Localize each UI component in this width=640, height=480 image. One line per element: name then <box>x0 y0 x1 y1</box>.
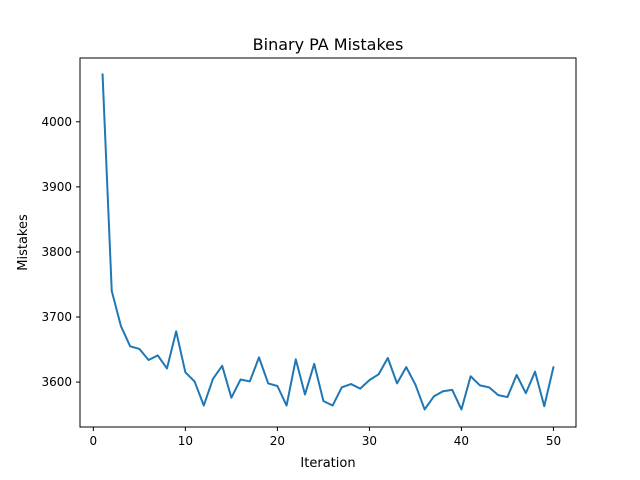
data-point <box>249 380 251 382</box>
y-axis: 3600 3700 3800 3900 4000 <box>41 115 80 389</box>
data-point <box>405 366 407 368</box>
data-point <box>424 408 426 410</box>
data-point <box>148 359 150 361</box>
data-point <box>203 405 205 407</box>
series-line-0 <box>101 73 555 411</box>
data-point <box>451 389 453 391</box>
y-tick-label: 3600 <box>41 375 72 389</box>
data-point <box>258 356 260 358</box>
data-point <box>313 363 315 365</box>
x-tick-label: 30 <box>362 434 377 448</box>
data-point <box>120 325 122 327</box>
data-point <box>470 375 472 377</box>
y-tick-label: 3800 <box>41 245 72 259</box>
data-point <box>332 405 334 407</box>
data-point <box>525 392 527 394</box>
data-point <box>138 348 140 350</box>
x-tick-label: 0 <box>90 434 98 448</box>
data-point <box>488 386 490 388</box>
data-point <box>276 385 278 387</box>
x-tick-label: 40 <box>454 434 469 448</box>
data-point <box>295 358 297 360</box>
data-point <box>304 393 306 395</box>
data-point <box>240 378 242 380</box>
data-point <box>552 366 554 368</box>
data-point <box>460 408 462 410</box>
series-layer <box>101 73 555 411</box>
data-point <box>433 395 435 397</box>
data-point <box>506 396 508 398</box>
data-point <box>322 400 324 402</box>
x-axis: 0 10 20 30 40 50 <box>90 427 561 448</box>
x-tick-label: 10 <box>178 434 193 448</box>
data-point <box>534 371 536 373</box>
data-point <box>350 383 352 385</box>
x-tick-label: 50 <box>546 434 561 448</box>
data-point <box>479 384 481 386</box>
data-point <box>157 354 159 356</box>
data-point <box>212 378 214 380</box>
data-point <box>184 371 186 373</box>
data-point <box>111 290 113 292</box>
x-axis-label: Iteration <box>300 456 355 471</box>
data-point <box>230 397 232 399</box>
data-point <box>166 367 168 369</box>
data-point <box>516 374 518 376</box>
data-point <box>497 394 499 396</box>
y-tick-label: 3900 <box>41 180 72 194</box>
chart-title: Binary PA Mistakes <box>253 35 404 54</box>
x-tick-label: 20 <box>270 434 285 448</box>
plot-area-frame <box>79 57 577 428</box>
data-point <box>267 382 269 384</box>
data-point <box>387 357 389 359</box>
data-point <box>442 390 444 392</box>
data-point <box>221 365 223 367</box>
y-tick-label: 3700 <box>41 310 72 324</box>
data-point <box>368 379 370 381</box>
data-point <box>194 380 196 382</box>
data-point <box>102 73 104 75</box>
data-point <box>543 405 545 407</box>
data-point <box>129 345 131 347</box>
y-axis-label: Mistakes <box>16 214 31 271</box>
y-tick-label: 4000 <box>41 115 72 129</box>
data-point <box>341 386 343 388</box>
data-point <box>414 384 416 386</box>
data-point <box>378 373 380 375</box>
data-point <box>286 405 288 407</box>
data-point <box>396 382 398 384</box>
data-point <box>359 388 361 390</box>
data-point <box>175 330 177 332</box>
